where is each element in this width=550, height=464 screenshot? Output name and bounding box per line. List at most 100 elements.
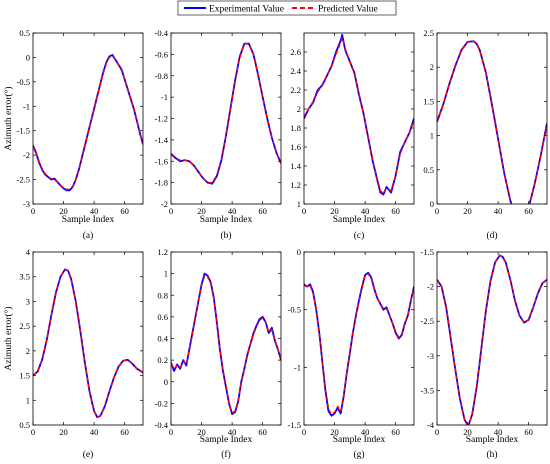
x-tick-label: 40 (228, 206, 237, 216)
axes-frame (32, 251, 144, 426)
x-tick-label: 60 (524, 206, 533, 216)
legend-label-experimental: Experimental Value (209, 5, 284, 15)
predicted-value-line (304, 273, 414, 416)
axes-frame (170, 251, 282, 426)
y-tick-label: 1.8 (290, 123, 301, 133)
y-tick-label: -4 (427, 420, 435, 430)
y-tick-label: 1 (430, 131, 434, 141)
y-tick-label: -0.5 (288, 305, 301, 315)
x-axis-label: Sample Index (466, 435, 519, 445)
x-tick-label: 20 (59, 206, 68, 216)
predicted-value-line (171, 275, 281, 414)
experimental-value-line (171, 272, 281, 416)
chart-panel-4: 0 20 40 60 0 0.5 1 1.5 2 2.5 (d) (423, 28, 548, 241)
y-tick-label: 1.2 (290, 180, 301, 190)
x-tick-label: 0 (31, 427, 35, 437)
x-tick-label: 0 (302, 427, 306, 437)
legend-label-predicted: Predicted Value (318, 5, 378, 15)
panel-caption: (c) (354, 230, 365, 241)
x-tick-label: 60 (524, 427, 533, 437)
chart-panel-7: 0 20 40 60 -1.5 -1 -0.5 0 Sample Index (g) (288, 247, 415, 460)
x-tick-label: 40 (361, 427, 370, 437)
y-tick-label: 2.2 (290, 85, 301, 95)
y-tick-label: -1 (294, 362, 301, 372)
chart-panel-6: 0 20 40 60 -0.4 -0.2 0 0.2 0.4 0.6 0.8 1 1.2 Sample I… (155, 247, 282, 460)
y-tick-label: 0 (430, 199, 434, 209)
x-tick-label: 40 (228, 427, 237, 437)
axes-frame (436, 32, 548, 205)
experimental-value-line (171, 42, 281, 185)
y-tick-label: 1 (26, 395, 30, 405)
x-tick-label: 20 (59, 427, 68, 437)
legend-box (177, 0, 397, 16)
predicted-value-line (437, 40, 547, 204)
legend: Experimental Value Predicted Value (177, 0, 397, 16)
y-tick-label: -1.5 (288, 420, 301, 430)
y-tick-label: -1.2 (155, 114, 168, 124)
panel-caption: (a) (83, 230, 94, 241)
y-tick-label: -1.4 (155, 135, 169, 145)
y-tick-label: 0.5 (19, 420, 30, 430)
y-tick-label: 0 (164, 377, 168, 387)
y-tick-label: 2.6 (290, 47, 301, 57)
y-tick-label: 0 (297, 247, 301, 257)
x-tick-label: 0 (31, 206, 35, 216)
y-tick-label: 1.5 (423, 96, 434, 106)
x-axis-label: Sample Index (333, 435, 386, 445)
x-tick-label: 60 (120, 427, 129, 437)
panel-caption: (e) (83, 449, 94, 460)
x-tick-label: 40 (361, 206, 370, 216)
x-tick-label: 40 (90, 206, 99, 216)
y-tick-label: -3.5 (421, 385, 434, 395)
y-tick-label: 0.4 (157, 334, 168, 344)
y-tick-label: -0.4 (155, 28, 169, 38)
predicted-value-line (437, 254, 547, 425)
y-tick-label: 1.4 (290, 161, 301, 171)
chart-panel-5: 0 20 40 60 0.5 1 1.5 2 2.5 3 3.5 4 Azimuth error(°) (… (3, 247, 144, 460)
y-tick-label: -1.5 (17, 126, 30, 136)
axes-frame (170, 32, 282, 205)
x-axis-label: Sample Index (62, 215, 115, 225)
y-tick-label: -1 (161, 92, 168, 102)
y-tick-label: 0 (26, 52, 30, 62)
y-tick-label: 1.5 (19, 371, 30, 381)
x-tick-label: 60 (120, 206, 129, 216)
axes-frame (32, 32, 144, 205)
panel-caption: (d) (486, 230, 497, 241)
y-axis-label: Azimuth error(°) (3, 86, 14, 150)
y-tick-label: 0.2 (157, 355, 168, 365)
axes-frame (436, 251, 548, 426)
experimental-value-line (437, 40, 547, 204)
x-tick-label: 20 (197, 427, 206, 437)
x-tick-label: 0 (302, 206, 306, 216)
x-tick-label: 20 (463, 427, 472, 437)
y-tick-label: 2.5 (423, 28, 434, 38)
y-tick-label: 2 (430, 62, 434, 72)
y-tick-label: -3 (23, 199, 30, 209)
y-tick-label: -1.6 (155, 156, 168, 166)
predicted-value-line (171, 42, 281, 184)
y-axis-label: Azimuth error(°) (3, 306, 14, 370)
y-tick-label: -1.8 (155, 178, 168, 188)
chart-panel-3: 0 20 40 60 1 1.2 1.4 1.6 1.8 2 2.2 2.4 2.6 Sample Ind… (290, 32, 415, 241)
y-tick-label: -2.5 (17, 175, 30, 185)
y-tick-label: -1 (23, 101, 30, 111)
y-tick-label: -3 (427, 351, 434, 361)
y-tick-label: -2 (427, 282, 434, 292)
y-tick-label: -2 (161, 199, 168, 209)
y-tick-label: 2 (297, 104, 301, 114)
axes-frame (303, 251, 415, 426)
x-tick-label: 0 (169, 206, 173, 216)
x-tick-label: 60 (258, 427, 267, 437)
experimental-value-line (304, 34, 414, 196)
x-tick-label: 60 (258, 206, 267, 216)
y-tick-label: 3 (26, 296, 30, 306)
y-tick-label: 4 (26, 247, 31, 257)
panel-caption: (b) (220, 230, 231, 241)
predicted-value-line (304, 37, 414, 195)
y-tick-label: -0.4 (155, 420, 169, 430)
panel-caption: (f) (221, 449, 231, 460)
y-tick-label: 0.8 (157, 290, 168, 300)
x-tick-label: 20 (197, 206, 206, 216)
